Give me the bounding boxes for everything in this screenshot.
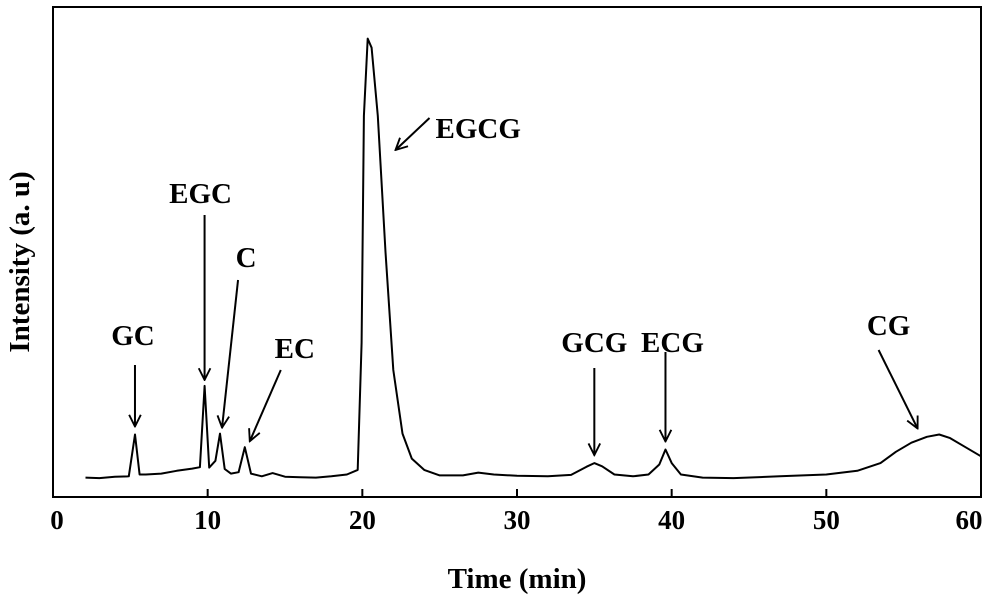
x-tick-label: 10	[194, 505, 221, 535]
peak-annotation: C	[222, 242, 257, 428]
x-tick-label: 40	[658, 505, 685, 535]
x-tick-label: 0	[50, 505, 64, 535]
peak-label: EGC	[169, 178, 232, 210]
x-axis-label: Time (min)	[448, 563, 587, 595]
peak-label: EGCG	[436, 113, 521, 145]
peak-label: CG	[867, 310, 911, 342]
x-tick-label: 50	[813, 505, 840, 535]
peak-annotation: EGC	[169, 178, 232, 380]
peak-label: ECG	[641, 327, 704, 359]
peak-label: C	[236, 242, 257, 274]
peak-arrow	[222, 279, 240, 428]
peak-label: GC	[111, 320, 155, 352]
peak-annotation: EC	[250, 333, 315, 441]
signal-trace-line	[85, 37, 982, 480]
x-tick-label: 60	[956, 505, 983, 535]
y-axis-label: Intensity (a. u)	[4, 171, 36, 352]
plot-area-frame	[52, 6, 982, 498]
x-tick-label: 30	[504, 505, 531, 535]
peak-annotation: CG	[867, 310, 918, 429]
peak-arrow	[396, 117, 431, 150]
peak-annotation: EGCG	[396, 113, 521, 150]
x-tick-label: 20	[349, 505, 376, 535]
x-axis-tick-labels: 0 10 20 30 40 50 60	[50, 505, 982, 535]
peak-annotation: ECG	[641, 327, 704, 441]
peak-label: GCG	[561, 327, 627, 359]
peak-label: EC	[275, 333, 315, 365]
x-axis-ticks	[52, 489, 982, 497]
peak-annotation: GC	[111, 320, 155, 427]
peak-arrow	[250, 369, 282, 441]
peak-arrow	[877, 349, 918, 429]
peak-annotation: GCG	[561, 327, 627, 455]
